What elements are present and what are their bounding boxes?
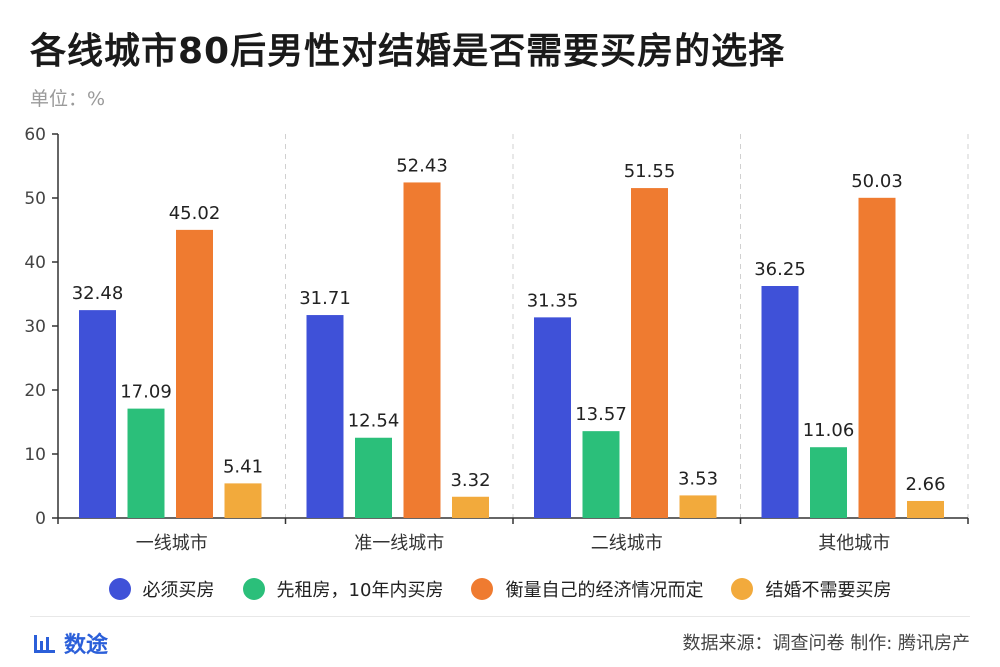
legend-item-2[interactable]: 衡量自己的经济情况而定 — [471, 576, 703, 602]
x-tick-label: 其他城市 — [818, 533, 890, 554]
legend-item-0[interactable]: 必须买房 — [108, 576, 215, 602]
bar — [403, 182, 441, 518]
bar — [224, 483, 262, 518]
legend-item-3[interactable]: 结婚不需要买房 — [731, 576, 891, 602]
bar — [631, 188, 668, 518]
bar-value-label: 11.06 — [803, 420, 855, 441]
bar-value-label: 50.03 — [851, 171, 903, 192]
bar-value-label: 3.53 — [678, 468, 718, 489]
bar-value-label: 31.71 — [299, 288, 351, 309]
bar-value-label: 13.57 — [575, 404, 627, 425]
bar-value-label: 32.48 — [72, 283, 124, 304]
legend-label-1: 先租房，10年内买房 — [276, 580, 444, 601]
y-tick-label: 30 — [24, 317, 46, 337]
bar-value-label: 3.32 — [450, 470, 490, 491]
brand-logo[interactable]: 数途 — [32, 627, 108, 659]
bar — [306, 315, 344, 518]
bar-value-label: 51.55 — [624, 161, 676, 182]
legend-label-0: 必须买房 — [142, 580, 215, 601]
legend-swatch-0 — [108, 578, 131, 600]
bar-value-label: 36.25 — [754, 259, 806, 280]
y-tick-label: 60 — [24, 125, 46, 145]
x-tick-label: 准一线城市 — [354, 533, 444, 554]
legend-label-2: 衡量自己的经济情况而定 — [505, 580, 704, 601]
unit-label: 单位：% — [30, 88, 106, 110]
bar — [176, 229, 213, 518]
x-tick-label: 一线城市 — [136, 533, 208, 554]
bar — [810, 447, 847, 518]
bar — [127, 408, 165, 518]
legend-label-3: 结婚不需要买房 — [765, 580, 892, 601]
bar — [761, 286, 799, 518]
y-tick-label: 0 — [35, 509, 46, 529]
legend-item-1[interactable]: 先租房，10年内买房 — [242, 576, 444, 602]
footer-divider — [30, 616, 970, 617]
y-tick-label: 40 — [24, 253, 46, 273]
brand-name: 数途 — [64, 633, 109, 658]
bar — [534, 317, 571, 518]
bar — [582, 431, 620, 518]
y-tick-label: 10 — [24, 445, 46, 465]
bar-value-label: 2.66 — [905, 474, 945, 495]
bar-value-label: 12.54 — [348, 411, 400, 432]
bar — [858, 197, 896, 519]
bar-value-label: 52.43 — [396, 155, 448, 176]
y-tick-label: 20 — [24, 381, 46, 401]
bar-value-label: 17.09 — [120, 382, 172, 403]
y-tick-label: 50 — [24, 189, 46, 209]
source-note: 数据来源：调查问卷 制作: 腾讯房产 — [682, 633, 970, 654]
legend: 必须买房 先租房，10年内买房 衡量自己的经济情况而定 结婚不需要买房 — [0, 572, 1000, 606]
x-tick-label: 二线城市 — [591, 533, 663, 554]
bar-chart-icon — [34, 635, 55, 653]
bar-chart: 0 10 20 30 40 50 60 一线城市 准一线城市 二线城市 其他城市 32.48 31.71… — [24, 125, 969, 554]
chart-title: 各线城市80后男性对结婚是否需要买房的选择 — [30, 31, 786, 72]
legend-swatch-2 — [471, 578, 494, 600]
bar-value-label: 31.35 — [527, 290, 579, 311]
bar — [79, 310, 116, 518]
bar — [679, 495, 717, 518]
bar — [452, 496, 489, 518]
legend-swatch-3 — [731, 578, 754, 600]
bar — [355, 437, 392, 518]
bar-value-label: 45.02 — [169, 203, 221, 224]
bar-value-label: 5.41 — [223, 456, 263, 477]
bar — [907, 500, 944, 518]
legend-swatch-1 — [242, 578, 265, 600]
